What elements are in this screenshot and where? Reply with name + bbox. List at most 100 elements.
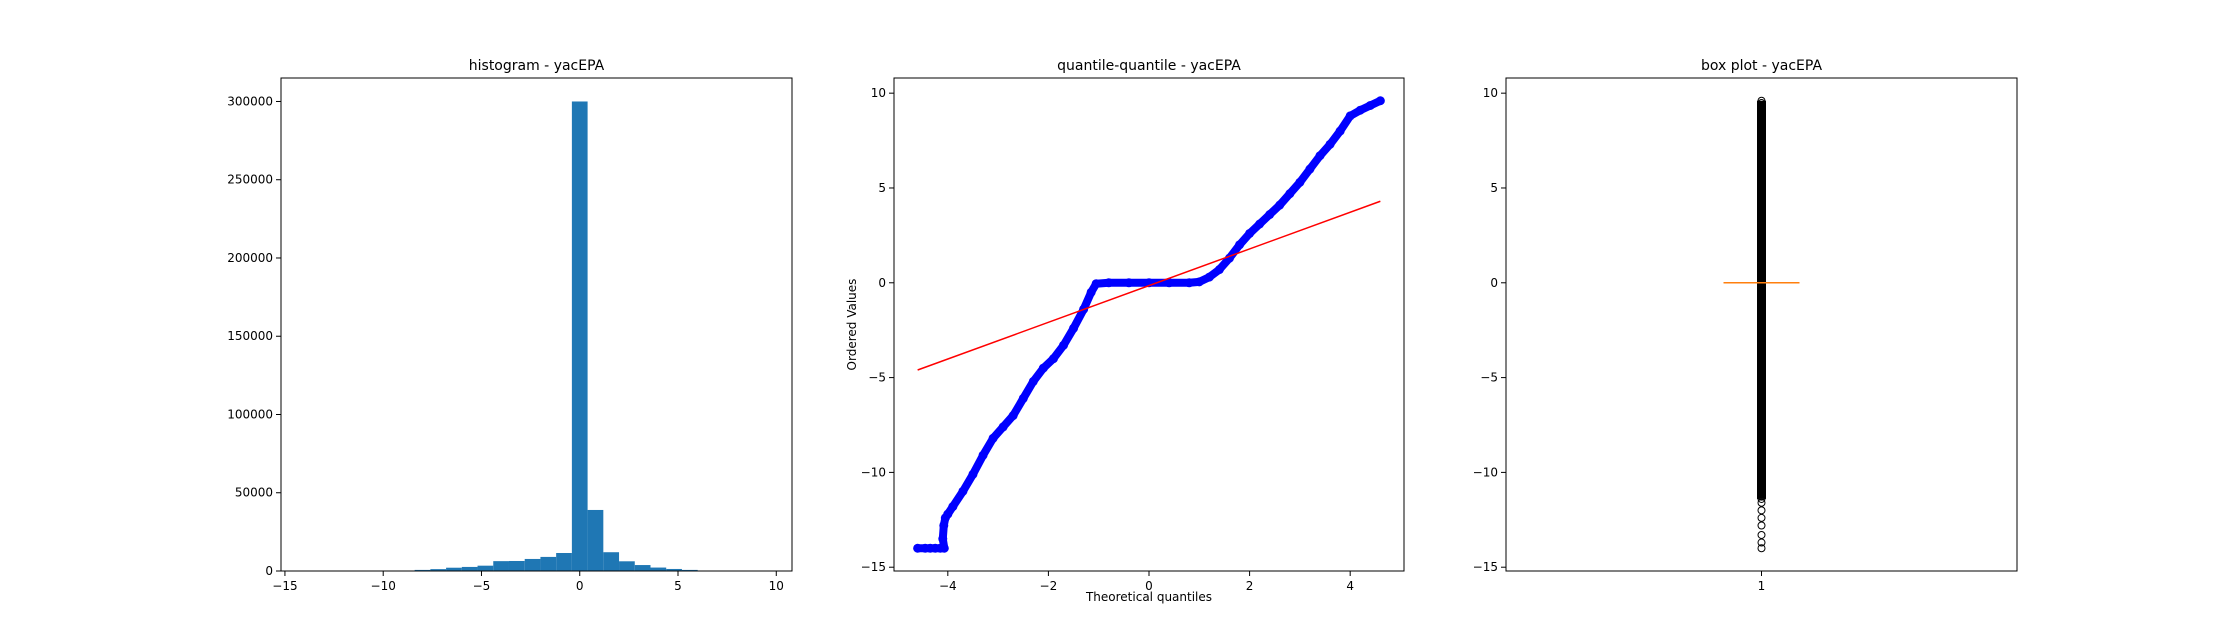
x-tick-label: 0 — [1145, 579, 1153, 593]
boxplot-outlier — [1757, 492, 1766, 501]
x-tick-label: −5 — [473, 579, 491, 593]
x-tick-label: 5 — [674, 579, 682, 593]
histogram-bar — [556, 553, 572, 571]
qq-point — [1184, 278, 1194, 288]
qq-point — [1275, 200, 1285, 210]
x-tick-label: −4 — [939, 579, 957, 593]
qq-point — [1255, 219, 1265, 229]
qq-point — [1345, 111, 1355, 121]
x-tick-label: 10 — [769, 579, 784, 593]
qq-fit-line — [917, 200, 1381, 371]
qq-point — [1008, 411, 1018, 421]
y-tick-label: 150000 — [227, 329, 273, 343]
x-tick-label: 2 — [1246, 579, 1254, 593]
qq-point — [1375, 96, 1385, 106]
histogram-bar — [477, 565, 494, 571]
histogram-bars — [304, 101, 777, 571]
histogram-bar — [461, 566, 478, 571]
qq-point — [1104, 278, 1114, 288]
qq-point — [1086, 287, 1096, 297]
qq-point — [948, 502, 958, 512]
qq-point — [1069, 323, 1079, 333]
boxplot-outlier — [1757, 498, 1766, 507]
x-tick-label: 4 — [1346, 579, 1354, 593]
boxplot-frame — [1505, 77, 2018, 572]
y-tick-label: 5 — [1490, 181, 1498, 195]
y-tick-label: −5 — [1480, 371, 1498, 385]
y-tick-label: −15 — [1473, 560, 1498, 574]
histogram-bar — [681, 569, 698, 571]
qq-point — [1315, 151, 1325, 161]
histogram-bar — [603, 552, 620, 571]
histogram-panel: histogram - yacEPA −15 −10 −5 0 5 10 0 50000 100… — [227, 58, 793, 593]
histogram-frame — [280, 77, 793, 572]
y-tick-label: 0 — [878, 276, 886, 290]
x-tick-label: 0 — [576, 579, 584, 593]
qq-axes: −4 −2 0 2 4 −15 −10 −5 0 5 10 — [861, 86, 1354, 593]
qq-point — [1194, 277, 1204, 287]
qq-panel: quantile-quantile - yacEPA −4 −2 0 2 4 −15 −10… — [845, 58, 1405, 604]
qq-point — [1214, 265, 1224, 275]
qq-point — [968, 469, 978, 479]
qq-point — [1245, 228, 1255, 238]
qq-xlabel: Theoretical quantiles — [1085, 590, 1212, 604]
histogram-bar — [493, 561, 509, 571]
qq-point — [1058, 340, 1068, 350]
qq-point — [1038, 363, 1048, 373]
y-tick-label: −10 — [1473, 465, 1498, 479]
y-tick-label: 300000 — [227, 94, 273, 108]
boxplot-outlier — [1757, 490, 1766, 499]
histogram-title: histogram - yacEPA — [469, 58, 605, 74]
histogram-bar — [446, 567, 462, 571]
qq-point — [1028, 376, 1038, 386]
qq-point — [943, 509, 953, 519]
histogram-bar — [650, 567, 667, 571]
qq-point — [1018, 393, 1028, 403]
qq-point — [913, 543, 923, 553]
histogram-bar — [571, 101, 588, 571]
histogram-bar — [414, 569, 431, 571]
boxplot-outlier — [1757, 494, 1766, 503]
qq-title: quantile-quantile - yacEPA — [1057, 58, 1241, 74]
qq-point — [1295, 177, 1305, 187]
y-tick-label: 10 — [871, 86, 886, 100]
qq-point — [1355, 105, 1365, 115]
boxplot-outlier — [1757, 538, 1766, 547]
qq-point — [1285, 189, 1295, 199]
histogram-axes: −15 −10 −5 0 5 10 0 50000 100000 150000 200000 2500… — [227, 94, 784, 593]
qq-point — [1235, 240, 1245, 250]
y-tick-label: −10 — [861, 465, 886, 479]
x-tick-label: −2 — [1040, 579, 1058, 593]
qq-point — [939, 520, 949, 530]
histogram-bar — [619, 561, 635, 571]
y-tick-label: 250000 — [227, 173, 273, 187]
qq-frame — [893, 77, 1405, 572]
histogram-bar — [540, 556, 557, 571]
y-tick-label: 5 — [878, 181, 886, 195]
histogram-bar — [430, 569, 447, 571]
qq-point — [958, 486, 968, 496]
qq-point — [1365, 100, 1375, 110]
boxplot-outlier — [1757, 513, 1766, 522]
boxplot-outlier — [1757, 521, 1766, 530]
x-tick-label: 1 — [1758, 579, 1766, 593]
boxplot-outlier — [1757, 544, 1766, 553]
qq-point — [978, 450, 988, 460]
y-tick-label: 0 — [1490, 276, 1498, 290]
y-tick-label: 0 — [265, 564, 273, 578]
qq-point — [1048, 354, 1058, 364]
histogram-bar — [666, 568, 682, 571]
qq-point — [1335, 126, 1345, 136]
y-tick-label: 100000 — [227, 407, 273, 421]
y-tick-label: −5 — [868, 371, 886, 385]
qq-point — [988, 433, 998, 443]
qq-point — [1164, 278, 1174, 288]
histogram-bar — [508, 560, 525, 571]
boxplot-axes: 1 −15 −10 −5 0 5 10 — [1473, 86, 1766, 593]
qq-point — [938, 534, 948, 544]
x-tick-label: −15 — [272, 579, 297, 593]
boxplot-title: box plot - yacEPA — [1701, 58, 1822, 74]
qq-point — [1091, 279, 1101, 289]
qq-point — [1124, 278, 1134, 288]
boxplot-outlier — [1757, 506, 1766, 515]
